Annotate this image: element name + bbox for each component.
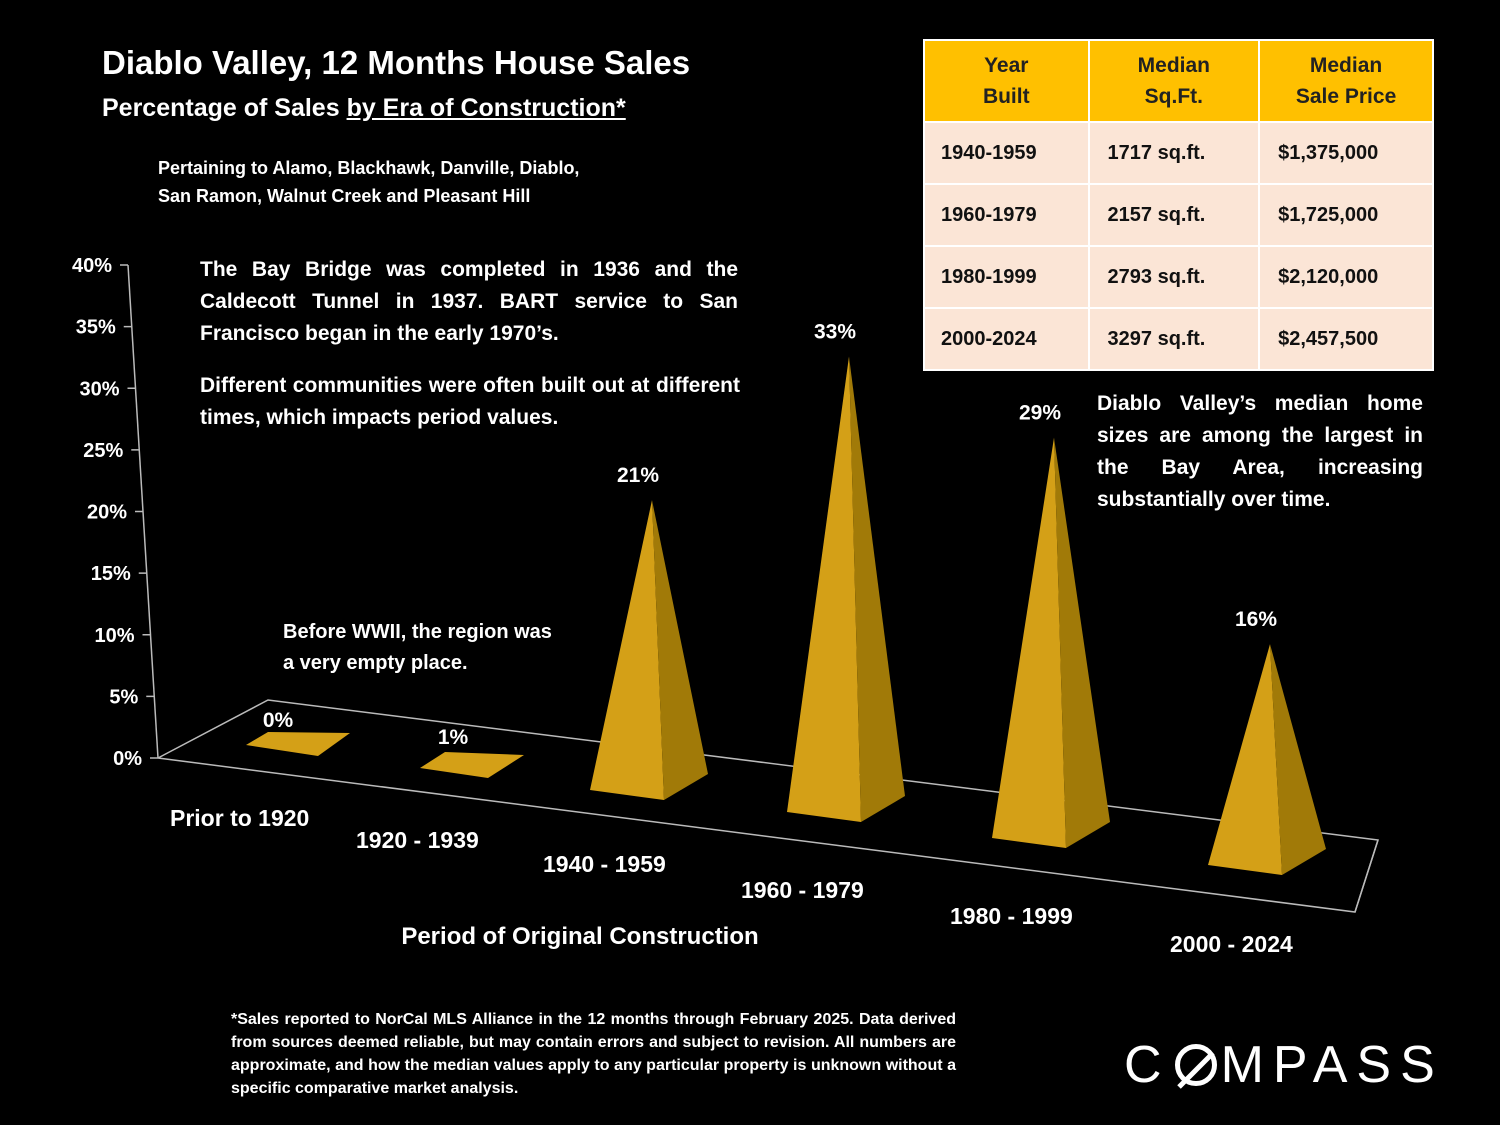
- value-label: 0%: [263, 709, 294, 732]
- category-label: 1980 - 1999: [950, 903, 1073, 929]
- y-tick-label: 25%: [83, 440, 123, 462]
- category-label: 1960 - 1979: [741, 877, 864, 903]
- subtitle-underlined: by Era of Construction*: [346, 94, 626, 122]
- table-row: 1940-1959 1717 sq.ft. $1,375,000: [923, 121, 1434, 185]
- footnote: *Sales reported to NorCal MLS Alliance i…: [231, 1011, 956, 1097]
- value-label: 29%: [1019, 402, 1061, 425]
- logo-o-glyph: [1174, 1044, 1217, 1086]
- note-wwii: Before WWII, the region was a very empty…: [283, 621, 552, 674]
- value-label: 21%: [617, 464, 659, 487]
- cell-sqft: 2793 sq.ft.: [1087, 245, 1261, 309]
- value-label: 1%: [438, 726, 469, 749]
- cell-sqft: 2157 sq.ft.: [1087, 183, 1261, 247]
- category-label: 1920 - 1939: [356, 827, 479, 853]
- pyramid-face-front: [992, 437, 1066, 848]
- pertaining-line: San Ramon, Walnut Creek and Pleasant Hil…: [158, 186, 531, 206]
- y-tick-label: 30%: [79, 378, 119, 400]
- compass-logo: C MPASS: [1124, 1036, 1444, 1094]
- pyramid-bar-5: [1208, 644, 1326, 875]
- pyramid-bar-1: [420, 752, 524, 778]
- pyramid-face-side: [1054, 437, 1110, 848]
- category-label: Prior to 1920: [170, 805, 309, 831]
- y-tick-label: 20%: [87, 502, 127, 524]
- cell-year: 1960-1979: [923, 183, 1090, 247]
- chart-subtitle: Percentage of Sales by Era of Constructi…: [102, 94, 626, 123]
- pyramid-face-front: [1208, 644, 1282, 875]
- pyramid-bar-4: [992, 437, 1110, 848]
- pyramid-face-side: [849, 356, 905, 822]
- y-tick-label: 5%: [109, 686, 138, 708]
- header-median-price: Median Sale Price: [1258, 39, 1434, 123]
- chart-title: Diablo Valley, 12 Months House Sales: [102, 44, 691, 81]
- cell-price: $1,725,000: [1258, 183, 1434, 247]
- pyramid-bar-3: [787, 356, 905, 822]
- y-tick-label: 40%: [72, 255, 112, 277]
- x-axis-label: Period of Original Construction: [401, 923, 758, 950]
- pyramid-bar-0: [246, 732, 350, 756]
- note-communities: Different communities were often built o…: [200, 374, 740, 429]
- table-row: 1960-1979 2157 sq.ft. $1,725,000: [923, 183, 1434, 247]
- subtitle-prefix: Percentage of Sales: [102, 94, 347, 122]
- note-bay-bridge: The Bay Bridge was completed in 1936 and…: [200, 258, 738, 345]
- value-label: 33%: [814, 320, 856, 343]
- y-tick-label: 15%: [91, 563, 131, 585]
- pyramid-face-front: [590, 500, 664, 800]
- cell-price: $1,375,000: [1258, 121, 1434, 185]
- note-home-sizes: Diablo Valley’s median home sizes are am…: [1097, 392, 1423, 511]
- pertaining-note: Pertaining to Alamo, Blackhawk, Danville…: [158, 154, 579, 210]
- table-row: 2000-2024 3297 sq.ft. $2,457,500: [923, 307, 1434, 371]
- y-tick-label: 35%: [76, 317, 116, 339]
- category-label: 2000 - 2024: [1170, 931, 1293, 957]
- pyramid-face-side: [1270, 644, 1326, 875]
- y-tick-label: 0%: [113, 748, 142, 770]
- cell-sqft: 3297 sq.ft.: [1087, 307, 1261, 371]
- pertaining-line: Pertaining to Alamo, Blackhawk, Danville…: [158, 158, 580, 178]
- floor-right-edge: [1354, 839, 1379, 913]
- pyramid-bar-2: [590, 500, 708, 800]
- header-year-built: Year Built: [923, 39, 1090, 123]
- pyramid-face-side: [652, 500, 708, 800]
- table-header-row: Year Built Median Sq.Ft. Median Sale Price: [923, 39, 1434, 123]
- cell-sqft: 1717 sq.ft.: [1087, 121, 1261, 185]
- table-row: 1980-1999 2793 sq.ft. $2,120,000: [923, 245, 1434, 309]
- cell-price: $2,457,500: [1258, 307, 1434, 371]
- cell-year: 2000-2024: [923, 307, 1090, 371]
- cell-price: $2,120,000: [1258, 245, 1434, 309]
- y-tick-label: 10%: [94, 625, 134, 647]
- header-median-sqft: Median Sq.Ft.: [1087, 39, 1261, 123]
- cell-year: 1940-1959: [923, 121, 1090, 185]
- median-table: Year Built Median Sq.Ft. Median Sale Price …: [923, 39, 1434, 371]
- value-label: 16%: [1235, 608, 1277, 631]
- pyramid-face-front: [787, 356, 861, 822]
- category-label: 1940 - 1959: [543, 851, 666, 877]
- cell-year: 1980-1999: [923, 245, 1090, 309]
